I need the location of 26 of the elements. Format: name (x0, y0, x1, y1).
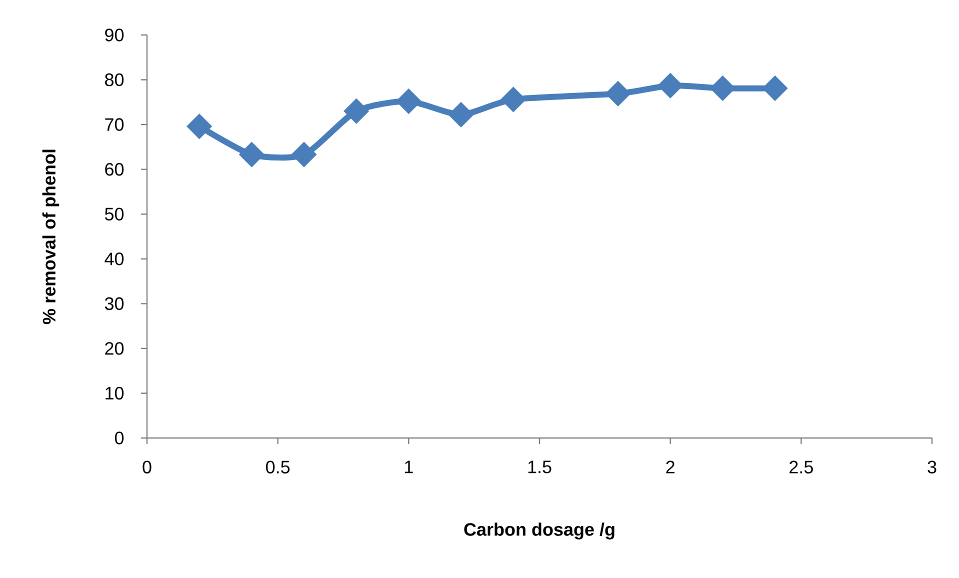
y-tick-label: 70 (105, 118, 124, 131)
y-axis-title: % removal of phenol (42, 150, 60, 324)
x-tick-label: 1.5 (528, 460, 552, 474)
x-tick-label: 1 (405, 460, 413, 474)
y-tick-label: 60 (105, 162, 124, 176)
x-tick-label: 0 (142, 460, 152, 474)
y-tick-label: 30 (104, 297, 124, 310)
y-tick-label: 10 (106, 386, 124, 400)
point (344, 98, 370, 124)
point (448, 102, 474, 128)
point (186, 114, 212, 140)
y-tick-label: 80 (105, 73, 124, 86)
point (291, 142, 317, 168)
point (500, 86, 526, 112)
y-tick-label: 40 (104, 252, 124, 266)
x-tick-label: 0.5 (266, 460, 290, 474)
y-tick-label: 20 (105, 342, 124, 355)
y-tick-label: 50 (104, 208, 124, 220)
point (605, 80, 631, 106)
x-tick-label: 3 (928, 460, 936, 474)
x-tick-label: 2.5 (790, 460, 813, 474)
y-tick-label: 90 (105, 28, 124, 42)
y-tick-label: 0 (114, 432, 124, 444)
x-tick-label: 2 (666, 460, 674, 474)
point (238, 142, 264, 168)
x-axis-title: Carbon dosage /g (464, 522, 614, 540)
